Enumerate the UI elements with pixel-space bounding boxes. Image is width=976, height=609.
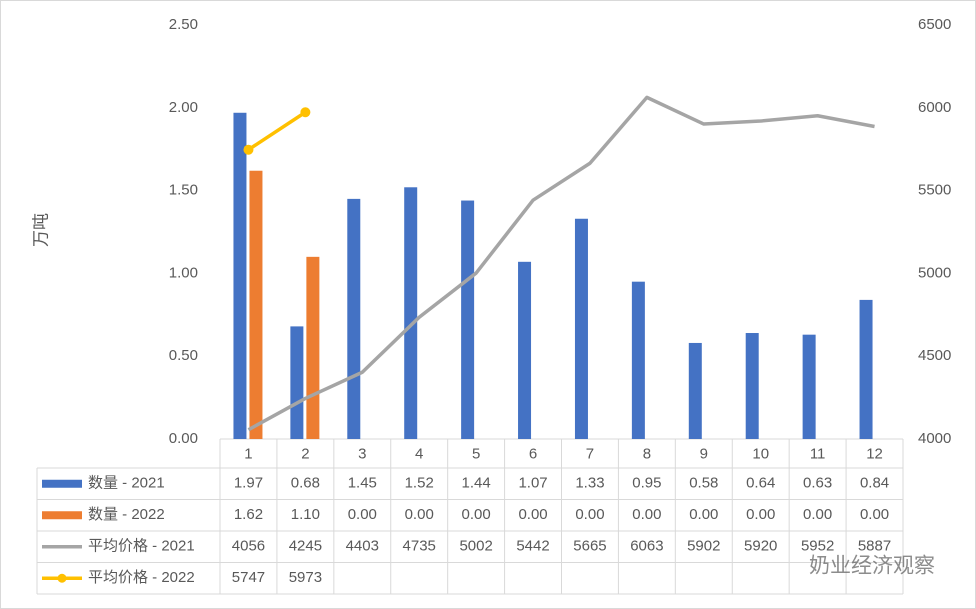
x-tick-label: 3 — [358, 445, 366, 462]
marker — [300, 107, 311, 118]
table-cell: 0.00 — [575, 506, 604, 523]
table-cell: 0.00 — [746, 506, 775, 523]
table-cell: 5665 — [573, 538, 606, 555]
table-cell: 0.58 — [689, 475, 718, 492]
y-axis-label: 万吨 — [31, 213, 50, 247]
bar — [745, 333, 759, 439]
y-tick-label: 0.00 — [169, 430, 198, 447]
x-tick-label: 8 — [643, 445, 651, 462]
bar — [290, 326, 304, 439]
table-cell: 4403 — [346, 538, 379, 555]
table-cell: 1.10 — [291, 506, 320, 523]
bar — [347, 198, 361, 439]
bar — [249, 170, 263, 439]
table-cell: 1.52 — [405, 475, 434, 492]
table-cell: 5747 — [232, 569, 265, 586]
line — [247, 110, 307, 152]
table-cell: 1.62 — [234, 506, 263, 523]
table-cell: 1.97 — [234, 475, 263, 492]
table-cell: 0.00 — [405, 506, 434, 523]
x-tick-label: 10 — [752, 445, 769, 462]
line — [247, 95, 875, 432]
table-cell: 0.68 — [291, 475, 320, 492]
x-tick-label: 2 — [301, 445, 309, 462]
table-cell: 0.00 — [348, 506, 377, 523]
bar — [233, 112, 247, 439]
x-tick-label: 6 — [529, 445, 537, 462]
legend-label: 数量 - 2022 — [88, 506, 165, 523]
y-tick-label: 2.50 — [169, 16, 198, 33]
table-cell: 5920 — [744, 538, 777, 555]
y-tick-label: 2.00 — [169, 99, 198, 116]
table-cell: 1.45 — [348, 475, 377, 492]
table-cell: 1.07 — [518, 475, 547, 492]
table-cell: 1.44 — [462, 475, 491, 492]
bar — [631, 281, 645, 439]
table-cell: 0.00 — [462, 506, 491, 523]
table-cell: 1.33 — [575, 475, 604, 492]
watermark: 奶业经济观察 — [809, 555, 935, 578]
table-cell: 5952 — [801, 538, 834, 555]
y2-tick-label: 6000 — [918, 99, 951, 116]
table-cell: 0.84 — [860, 475, 889, 492]
table-cell: 5002 — [459, 538, 492, 555]
table-cell: 4735 — [403, 538, 436, 555]
table-cell: 5442 — [516, 538, 549, 555]
legend-label: 平均价格 - 2021 — [88, 538, 195, 555]
bar — [688, 342, 702, 439]
y2-tick-label: 5500 — [918, 182, 951, 199]
table-cell: 0.64 — [746, 475, 775, 492]
y-tick-label: 0.50 — [169, 347, 198, 364]
table-cell: 0.00 — [803, 506, 832, 523]
x-tick-label: 11 — [810, 445, 826, 462]
table-cell: 5902 — [687, 538, 720, 555]
x-tick-label: 7 — [586, 445, 594, 462]
table-cell: 0.00 — [860, 506, 889, 523]
table-cell: 0.00 — [518, 506, 547, 523]
legend-key — [42, 511, 82, 520]
table-cell: 4056 — [232, 538, 265, 555]
bar — [518, 261, 532, 439]
bar — [404, 187, 418, 439]
table-cell: 0.63 — [803, 475, 832, 492]
y2-tick-label: 4000 — [918, 430, 951, 447]
y2-tick-label: 4500 — [918, 347, 951, 364]
x-tick-label: 4 — [415, 445, 423, 462]
y-tick-label: 1.50 — [169, 182, 198, 199]
y-tick-label: 1.00 — [169, 264, 198, 281]
table-cell: 6063 — [630, 538, 663, 555]
legend-label: 数量 - 2021 — [88, 475, 165, 492]
x-tick-label: 12 — [866, 445, 883, 462]
bar — [574, 218, 588, 439]
x-tick-label: 1 — [244, 445, 252, 462]
y2-tick-label: 6500 — [918, 16, 951, 33]
y2-tick-label: 5000 — [918, 264, 951, 281]
bar — [461, 200, 475, 439]
legend-key — [57, 573, 67, 583]
x-tick-label: 5 — [472, 445, 480, 462]
legend-key — [42, 479, 82, 488]
table-cell: 4245 — [289, 538, 322, 555]
table-cell: 5973 — [289, 569, 322, 586]
bar — [306, 256, 320, 439]
marker — [243, 144, 254, 155]
table-cell: 0.00 — [689, 506, 718, 523]
table-cell: 5887 — [858, 538, 891, 555]
table-cell: 0.95 — [632, 475, 661, 492]
bar — [802, 334, 816, 439]
legend-label: 平均价格 - 2022 — [88, 569, 195, 586]
x-tick-label: 9 — [700, 445, 708, 462]
bar — [859, 299, 873, 439]
table-cell: 0.00 — [632, 506, 661, 523]
